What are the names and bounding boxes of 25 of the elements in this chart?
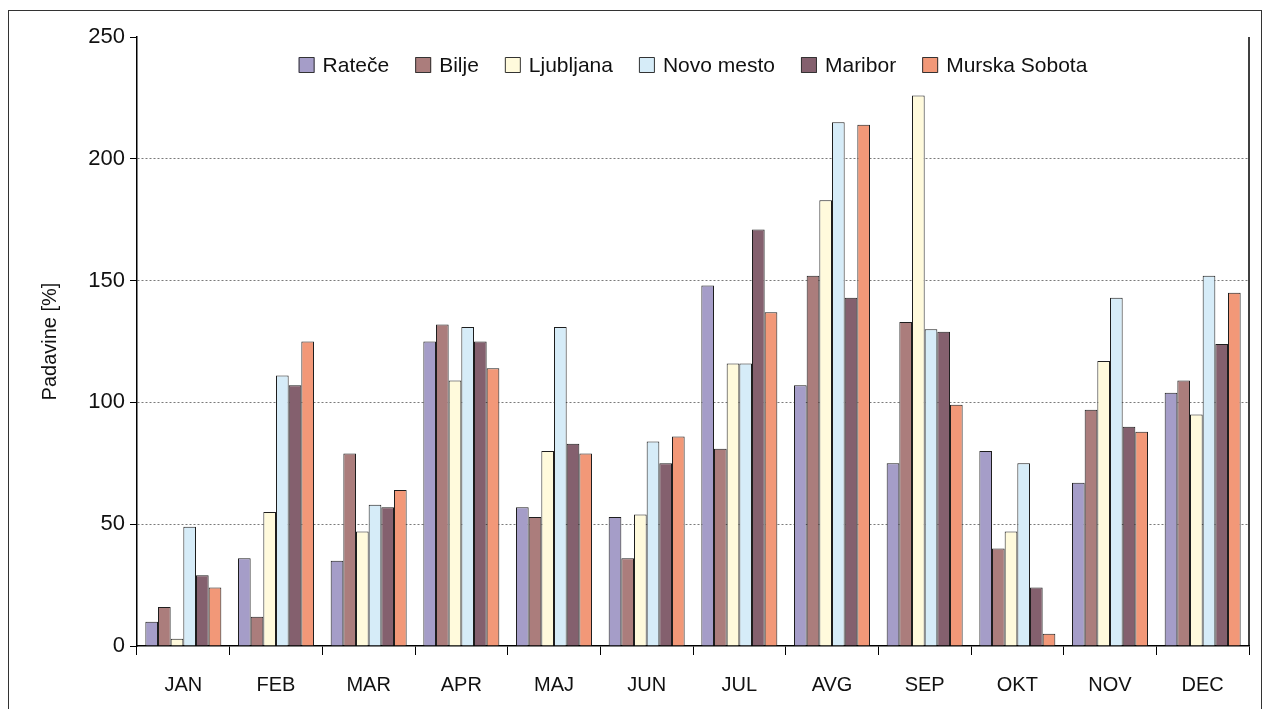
x-tick-label: SEP [904,672,945,695]
y-tick-label: 50 [100,510,125,536]
legend-label: Ljubljana [528,52,614,76]
x-tick-label: OKT [996,672,1038,695]
x-tick-label: JAN [164,672,203,695]
legend-label: Bilje [439,52,479,76]
legend-label: Murska Sobota [946,52,1088,76]
x-tick-label: NOV [1088,672,1133,695]
y-tick-label: 250 [88,23,125,49]
y-axis-title: Padavine [%] [37,282,60,401]
legend-label: Novo mesto [662,52,775,76]
legend-label: Rateče [322,52,390,76]
y-tick-label: 150 [88,266,125,292]
x-tick-label: MAJ [534,672,574,695]
x-tick-label: JUN [627,672,667,695]
x-tick-label: JUL [721,672,758,695]
y-tick-label: 0 [112,632,125,658]
x-tick-label: FEB [256,672,296,695]
x-tick-label: MAR [346,672,391,695]
legend-label: Maribor [824,52,897,76]
y-tick-label: 100 [88,388,125,414]
x-tick-label: AVG [811,672,853,695]
x-tick-label: APR [440,672,482,695]
y-tick-label: 200 [88,144,125,170]
x-tick-label: DEC [1181,672,1224,695]
